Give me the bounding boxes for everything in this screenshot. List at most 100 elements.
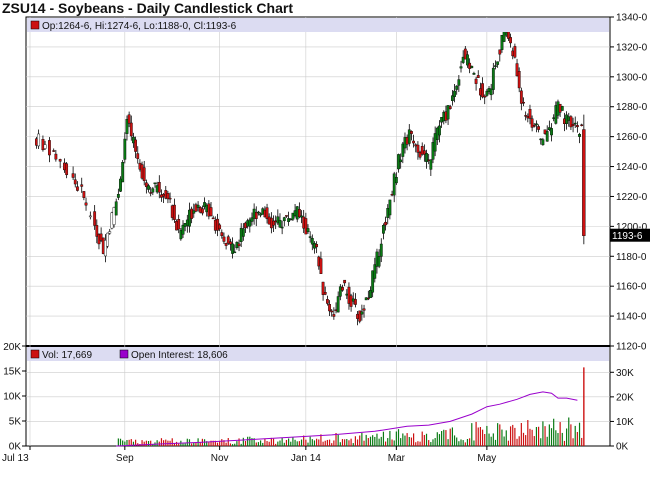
candle-body: [515, 63, 519, 77]
candle-body: [472, 72, 476, 75]
price-tick-label: 1220-0: [616, 192, 648, 203]
candle-body: [272, 220, 275, 226]
candle-body: [382, 225, 385, 234]
candle-body: [282, 217, 286, 222]
candle-body: [229, 241, 232, 245]
candle-body: [407, 129, 411, 144]
candle-body: [315, 244, 319, 248]
candle-body: [308, 236, 312, 238]
candle-body: [37, 133, 41, 147]
candle-body: [129, 122, 133, 137]
candle-body: [401, 143, 405, 157]
candle-body: [241, 228, 245, 237]
candle-body: [328, 304, 331, 312]
candle-body: [80, 184, 84, 187]
chart-title: ZSU14 - Soybeans - Daily Candlestick Cha…: [2, 0, 293, 16]
candle-body: [297, 209, 301, 218]
time-label: Sep: [116, 453, 134, 464]
candle-body: [47, 140, 51, 156]
candle-body: [226, 236, 230, 244]
candle-body: [222, 236, 226, 242]
candle-body: [291, 212, 295, 220]
price-tick-label: 1300-0: [616, 72, 648, 83]
candle-body: [369, 290, 372, 299]
candle-body: [429, 159, 433, 170]
candle-body: [224, 243, 228, 246]
grid-lines: [26, 17, 610, 446]
volume-left-label: 15K: [3, 367, 21, 378]
candle-body: [248, 219, 252, 227]
price-legend-text: Op:1264-6, Hi:1274-6, Lo:1188-0, Cl:1193…: [42, 21, 237, 32]
candle-body: [123, 138, 127, 160]
candle-body: [151, 188, 155, 193]
candle-body: [168, 197, 172, 200]
candle-body: [541, 139, 545, 146]
candle-body: [489, 88, 493, 96]
candle-body: [190, 208, 194, 219]
volume-axis-left: 0K 5K 10K 15K 20K: [3, 342, 26, 453]
price-tick-label: 1200-0: [616, 222, 648, 233]
time-label: Jul 13: [2, 453, 29, 464]
candle-body: [220, 232, 224, 237]
candle-body: [535, 123, 538, 126]
candle-body: [371, 270, 375, 293]
candle-body: [304, 218, 308, 235]
candle-body: [321, 281, 325, 295]
candle-body: [582, 129, 586, 236]
candle-body: [450, 95, 454, 101]
candle-body: [119, 178, 122, 192]
volume-right-label: 30K: [616, 368, 634, 379]
candle-body: [201, 208, 204, 214]
candle-body: [125, 119, 129, 134]
candle-body: [95, 225, 99, 237]
candle-body: [88, 215, 92, 218]
price-tick-label: 1320-0: [616, 42, 648, 53]
candle-body: [438, 125, 441, 136]
candle-body: [211, 217, 215, 220]
candle-body: [494, 65, 497, 67]
candle-body: [485, 90, 489, 96]
candle-body: [172, 204, 176, 220]
price-tick-label: 1280-0: [616, 102, 648, 113]
volume-right-label: 0K: [616, 442, 629, 453]
candle-body: [341, 287, 344, 291]
price-legend-swatch: [30, 20, 40, 30]
candle-body: [218, 224, 222, 230]
open-interest-line: [116, 391, 578, 447]
candle-body: [338, 286, 342, 297]
candle-body: [509, 37, 512, 44]
candle-body: [233, 251, 237, 254]
candle-body: [194, 204, 198, 212]
candle-body: [412, 140, 415, 144]
candle-body: [575, 125, 579, 128]
candle-body: [394, 177, 398, 184]
candle-body: [399, 159, 403, 163]
candle-body: [377, 255, 381, 267]
candle-body: [332, 314, 336, 317]
candle-body: [104, 240, 107, 257]
candle-body: [330, 310, 334, 313]
oi-polyline: [116, 391, 578, 447]
candle-body: [545, 131, 549, 142]
candle-body: [108, 231, 112, 234]
candle-body: [71, 173, 75, 178]
candle-body: [65, 163, 69, 176]
candle-body: [325, 299, 329, 304]
candle-body: [578, 134, 581, 137]
candle-body: [52, 150, 56, 152]
candle-body: [571, 124, 575, 126]
candle-body: [384, 221, 387, 226]
candle-body: [127, 114, 131, 124]
candle-body: [250, 217, 254, 222]
candle-body: [276, 216, 280, 224]
candle-body: [569, 116, 573, 128]
price-tick-label: 1160-0: [616, 282, 647, 293]
candle-body: [336, 296, 340, 313]
candle-body: [76, 186, 79, 191]
price-tick-label: 1120-0: [616, 342, 647, 353]
price-tick-label: 1240-0: [616, 162, 648, 173]
time-label: Jan 14: [291, 453, 321, 464]
candle-body: [425, 153, 428, 162]
